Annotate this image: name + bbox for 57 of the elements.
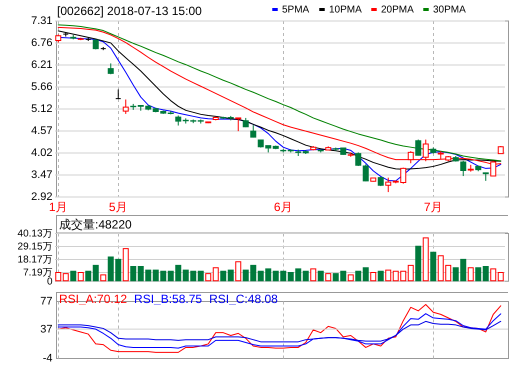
bar <box>318 270 324 281</box>
x-tick-label: 7月 <box>424 200 443 214</box>
y-tick-label: 7.19万 <box>23 267 53 278</box>
candlestick <box>415 139 422 156</box>
bar <box>468 266 474 281</box>
legend-label: 20PMA <box>381 4 414 16</box>
y-tick-label: 40.13万 <box>18 228 53 239</box>
line-series <box>58 304 502 353</box>
y-tick-label: 29.15万 <box>18 241 53 252</box>
legend-label: 10PMA <box>329 4 362 16</box>
y-tick-label: 37 <box>40 324 52 336</box>
x-tick-label: 1月 <box>48 200 68 214</box>
bar <box>325 272 332 281</box>
y-tick-label: 5.66 <box>31 81 52 94</box>
bar <box>430 251 436 281</box>
text: RSI_C:48.08 <box>209 292 278 306</box>
bar <box>310 268 316 281</box>
x-tick-label: 6月 <box>274 200 293 214</box>
y-tick-label: 5.12 <box>31 102 52 115</box>
candlestick <box>422 139 429 162</box>
candlestick <box>355 152 362 167</box>
line-series <box>58 320 502 342</box>
legend-label: 30PMA <box>433 4 466 16</box>
bar <box>100 274 106 281</box>
y-tick-label: -4 <box>42 352 52 364</box>
candlestick <box>115 88 122 100</box>
y-tick-label: 7.31 <box>31 15 52 27</box>
y-tick-label: 77 <box>40 296 52 308</box>
bar <box>70 270 76 281</box>
candlestick <box>250 124 256 138</box>
bar <box>370 271 376 281</box>
bar <box>422 236 429 281</box>
y-tick-label: 4.02 <box>31 146 52 159</box>
bar <box>415 245 422 281</box>
bar <box>235 260 242 281</box>
y-tick-label: 18.17万 <box>18 254 53 266</box>
y-tick-label: 6.21 <box>31 59 52 72</box>
line-series <box>58 313 502 349</box>
x-tick-label: 5月 <box>108 200 128 214</box>
bar <box>348 274 354 281</box>
y-tick-label: 4.57 <box>31 124 52 137</box>
y-tick-label: 0 <box>46 276 53 287</box>
y-tick-label: 2.92 <box>31 191 52 203</box>
candlestick <box>122 98 129 114</box>
chart-title: [002662] 2018-07-13 15:00 <box>57 4 202 18</box>
bar <box>122 248 129 281</box>
text: RSI_B:58.75 <box>134 292 202 306</box>
legend-label: 5PMA <box>282 4 310 16</box>
y-tick-label: 3.47 <box>31 168 52 181</box>
candlestick <box>362 164 369 182</box>
y-tick-label: 6.76 <box>31 37 52 50</box>
bar <box>378 270 384 281</box>
candlestick <box>460 160 466 177</box>
chart-title: 成交量:48220 <box>59 217 132 232</box>
series-label: RSI_A:70.12 <box>59 292 128 306</box>
bar <box>78 271 84 281</box>
candlestick <box>235 117 242 132</box>
